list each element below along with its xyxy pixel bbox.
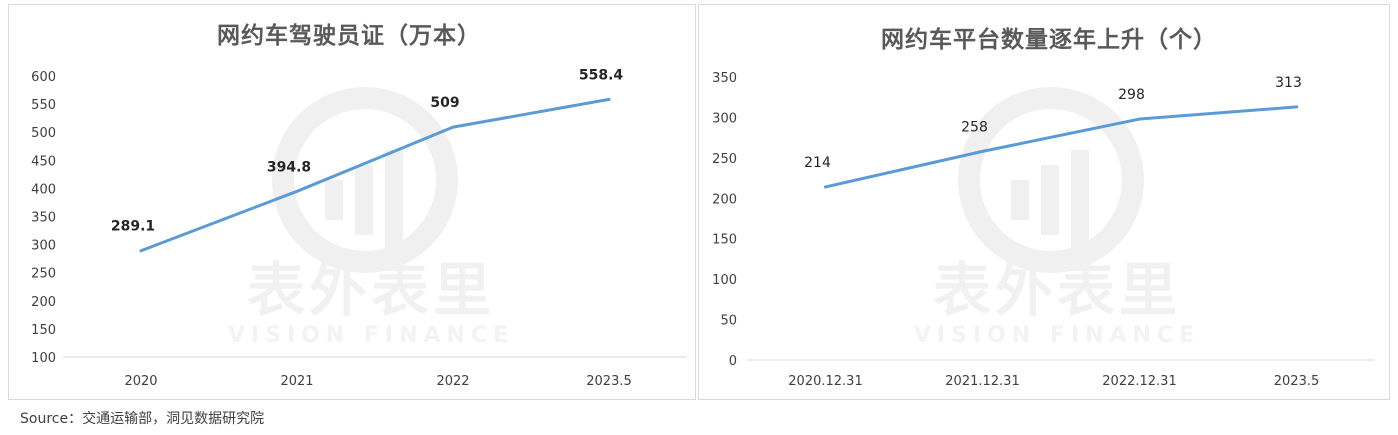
drivers-chart-data-point: [295, 189, 299, 193]
chart-panel-driver-licenses: 表外表里 VISION FINANCE 网约车驾驶员证（万本） 100 150 200 25…: [8, 4, 696, 400]
watermark-bar: [1011, 180, 1029, 220]
drivers-chart-x-tick-label: 2022: [436, 374, 469, 389]
platforms-chart-data-point: [1295, 105, 1298, 109]
platforms-chart-x-tick-label: 2023.5: [1274, 374, 1320, 389]
drivers-chart-y-tick-label: 200: [31, 295, 56, 310]
drivers-chart-y-tick-label: 400: [31, 182, 56, 197]
drivers-chart-data-label: 394.8: [267, 159, 311, 175]
platforms-chart-y-tick-label: 250: [712, 152, 737, 167]
drivers-chart-x-tick-label: 2021: [280, 374, 313, 389]
platforms-chart-data-label: 313: [1275, 75, 1302, 91]
drivers-chart-y-tick-label: 450: [31, 154, 56, 169]
platforms-chart-y-tick-label: 50: [720, 314, 737, 329]
platforms-chart-y-tick-label: 350: [712, 71, 737, 86]
drivers-chart-data-label: 289.1: [111, 219, 155, 235]
platforms-chart-data-point: [1138, 117, 1141, 121]
platforms-chart-x-tick-label: 2021.12.31: [945, 374, 1019, 389]
chart-panel-platform-count: 表外表里 VISION FINANCE 网约车平台数量逐年上升（个） 0 50 100 15…: [698, 4, 1390, 400]
drivers-chart-y-tick-label: 300: [31, 239, 56, 254]
watermark-subtext: VISION FINANCE: [228, 323, 514, 348]
watermark-ring: [272, 87, 458, 273]
drivers-chart-x-tick-label: 2023.5: [586, 374, 632, 389]
watermark-text: 表外表里: [933, 256, 1181, 324]
platforms-chart-data-label: 214: [804, 155, 831, 171]
platforms-chart-y-tick-label: 0: [729, 354, 737, 369]
drivers-chart-y-tick-label: 100: [31, 351, 56, 366]
platforms-chart-data-label: 298: [1118, 87, 1145, 103]
watermark-bar: [355, 165, 373, 235]
platforms-chart-data-point: [981, 149, 984, 153]
watermark-text: 表外表里: [247, 256, 495, 324]
drivers-chart-x-tick-label: 2020: [124, 374, 157, 389]
drivers-chart-data-point: [139, 249, 143, 253]
drivers-chart-y-tick-label: 550: [31, 98, 56, 113]
platforms-chart-title: 网约车平台数量逐年上升（个）: [881, 26, 1217, 53]
platforms-chart-y-tick-label: 100: [712, 273, 737, 288]
watermark-bar: [1071, 150, 1089, 250]
platforms-chart-series-line: [824, 105, 1298, 189]
drivers-chart-y-tick-label: 250: [31, 267, 56, 282]
platforms-chart-y-tick-label: 200: [712, 192, 737, 207]
drivers-chart-series-line: [139, 97, 611, 253]
source-note: Source：交通运输部，洞见数据研究院: [20, 411, 265, 427]
drivers-chart-data-label: 558.4: [579, 67, 624, 83]
drivers-chart-data-point: [451, 125, 455, 129]
watermark-bar: [385, 150, 403, 250]
drivers-chart-y-tick-label: 600: [31, 70, 56, 85]
watermark-bar: [325, 180, 343, 220]
drivers-chart-y-tick-label: 500: [31, 126, 56, 141]
platforms-chart-data-label: 258: [961, 119, 988, 135]
platforms-chart-data-point: [824, 185, 827, 189]
platforms-chart-x-tick-label: 2020.12.31: [788, 374, 862, 389]
drivers-chart-data-point: [607, 97, 611, 101]
watermark-subtext: VISION FINANCE: [914, 323, 1200, 348]
platforms-chart-y-tick-label: 150: [712, 233, 737, 248]
platforms-chart-y-tick-label: 300: [712, 111, 737, 126]
drivers-chart-data-label: 509: [430, 95, 459, 111]
watermark-ring: [958, 87, 1144, 273]
drivers-chart-y-tick-label: 150: [31, 323, 56, 338]
watermark-bar: [1041, 165, 1059, 235]
drivers-chart-y-tick-label: 350: [31, 211, 56, 226]
platforms-chart-x-tick-label: 2022.12.31: [1102, 374, 1176, 389]
drivers-chart-title: 网约车驾驶员证（万本）: [217, 22, 481, 49]
